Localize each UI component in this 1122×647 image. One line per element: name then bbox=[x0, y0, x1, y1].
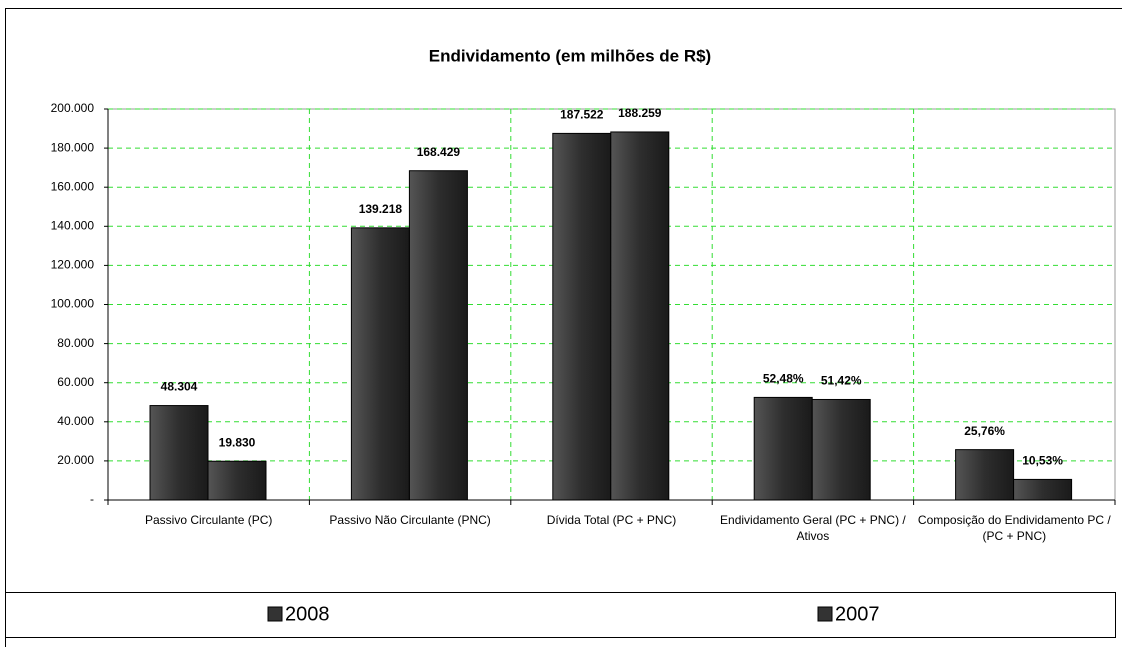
bar bbox=[552, 132, 612, 501]
x-tick-label: Dívida Total (PC + PNC) bbox=[546, 513, 677, 527]
bar bbox=[753, 396, 813, 501]
bar bbox=[811, 398, 871, 501]
y-tick-label: 120.000 bbox=[51, 258, 95, 272]
bar bbox=[955, 449, 1015, 501]
x-tick-label: Passivo Não Circulante (PNC) bbox=[329, 513, 491, 527]
y-tick-label: 40.000 bbox=[57, 414, 94, 428]
y-tick-label: - bbox=[90, 492, 94, 506]
y-tick-label: 140.000 bbox=[51, 218, 95, 232]
x-tick-label: Passivo Circulante (PC) bbox=[145, 513, 273, 527]
data-label: 139.218 bbox=[359, 202, 403, 216]
y-tick-label: 160.000 bbox=[51, 179, 95, 193]
y-tick-label: 100.000 bbox=[51, 297, 95, 311]
bar bbox=[350, 227, 410, 501]
data-label: 187.522 bbox=[560, 108, 604, 122]
y-tick-label: 180.000 bbox=[51, 140, 95, 154]
chart-border bbox=[5, 8, 1122, 647]
legend-label: 2008 bbox=[285, 603, 330, 625]
data-label: 10,53% bbox=[1022, 454, 1063, 468]
bar bbox=[149, 405, 209, 501]
y-tick-label: 20.000 bbox=[57, 453, 94, 467]
legend-swatch bbox=[267, 606, 283, 622]
legend-box bbox=[5, 592, 1116, 638]
y-tick-label: 60.000 bbox=[57, 375, 94, 389]
legend-label: 2007 bbox=[835, 603, 880, 625]
x-tick-label: Endividamento Geral (PC + PNC) / Ativos bbox=[720, 513, 906, 543]
data-label: 52,48% bbox=[763, 372, 804, 386]
bar bbox=[1013, 478, 1073, 501]
x-tick-label: Composição do Endividamento PC / (PC + P… bbox=[917, 513, 1111, 543]
legend-swatch bbox=[817, 606, 833, 622]
data-label: 25,76% bbox=[964, 424, 1005, 438]
data-label: 188.259 bbox=[618, 106, 662, 120]
data-label: 19.830 bbox=[219, 435, 256, 449]
bar bbox=[408, 170, 468, 501]
data-label: 51,42% bbox=[821, 374, 862, 388]
chart-title: Endividamento (em milhões de R$) bbox=[429, 46, 711, 65]
bar bbox=[610, 131, 670, 501]
data-label: 168.429 bbox=[417, 145, 461, 159]
y-tick-label: 80.000 bbox=[57, 336, 94, 350]
bar bbox=[207, 460, 267, 501]
data-label: 48.304 bbox=[161, 380, 198, 394]
y-tick-label: 200.000 bbox=[51, 101, 95, 115]
